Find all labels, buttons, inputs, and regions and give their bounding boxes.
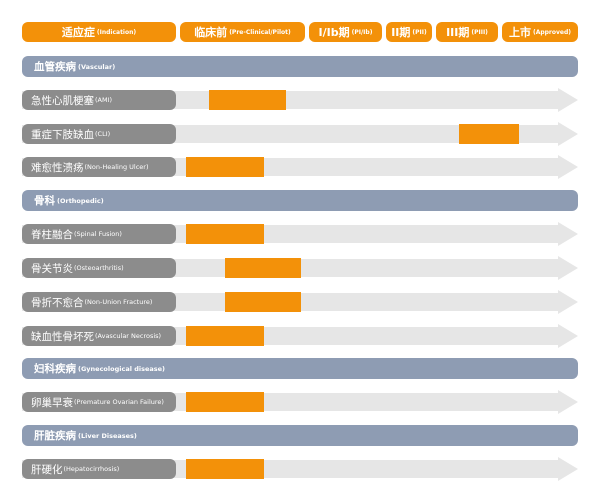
progress-bar-spinal-fusion: [186, 224, 264, 244]
row-ovarian-failure: 卵巢早衰 (Premature Ovarian Failure): [0, 390, 600, 414]
progress-bar-ovarian-failure: [186, 392, 264, 412]
header-stage-preclinical: 临床前 (Pre-Clinical/Pilot): [180, 22, 305, 42]
row-spinal-fusion: 脊柱融合 (Spinal Fusion): [0, 222, 600, 246]
indication-label: 卵巢早衰 (Premature Ovarian Failure): [22, 392, 176, 412]
header-stage-phase1: I/Ib期 (PI/Ib): [309, 22, 382, 42]
indication-label: 脊柱融合 (Spinal Fusion): [22, 224, 176, 244]
progress-bar-cli: [459, 124, 519, 144]
row-ulcer: 难愈性溃疡 (Non-Healing Ulcer): [0, 155, 600, 179]
category-vascular: 血管疾病 (Vascular): [22, 56, 578, 77]
progress-bar-ami: [209, 90, 287, 110]
indication-label: 难愈性溃疡 (Non-Healing Ulcer): [22, 157, 176, 177]
progress-bar-hepatocirrhosis: [186, 459, 264, 479]
indication-label: 骨折不愈合 (Non-Union Fracture): [22, 292, 176, 312]
row-avascular-necrosis: 缺血性骨坏死 (Avascular Necrosis): [0, 324, 600, 348]
progress-bar-ulcer: [186, 157, 264, 177]
category-gynecological: 妇科疾病 (Gynecological disease): [22, 358, 578, 379]
header-stage-phase3: III期 (PIII): [436, 22, 498, 42]
indication-label: 重症下肢缺血 (CLI): [22, 124, 176, 144]
header-indication: 适应症 (Indication): [22, 22, 176, 42]
indication-label: 肝硬化 (Hepatocirrhosis): [22, 459, 176, 479]
row-ami: 急性心肌梗塞 (AMI): [0, 88, 600, 112]
header-stage-approved: 上市 (Approved): [502, 22, 578, 42]
header-stage-phase2: II期 (PII): [386, 22, 432, 42]
row-non-union-fracture: 骨折不愈合 (Non-Union Fracture): [0, 290, 600, 314]
row-osteoarthritis: 骨关节炎 (Osteoarthritis): [0, 256, 600, 280]
indication-label: 急性心肌梗塞 (AMI): [22, 90, 176, 110]
category-liver: 肝脏疾病 (Liver Diseases): [22, 425, 578, 446]
row-cli: 重症下肢缺血 (CLI): [0, 122, 600, 146]
category-orthopedic: 骨科 (Orthopedic): [22, 190, 578, 211]
indication-label: 缺血性骨坏死 (Avascular Necrosis): [22, 326, 176, 346]
progress-bar-avascular-necrosis: [186, 326, 264, 346]
indication-label: 骨关节炎 (Osteoarthritis): [22, 258, 176, 278]
row-hepatocirrhosis: 肝硬化 (Hepatocirrhosis): [0, 457, 600, 481]
progress-bar-osteoarthritis: [225, 258, 301, 278]
progress-bar-non-union-fracture: [225, 292, 301, 312]
